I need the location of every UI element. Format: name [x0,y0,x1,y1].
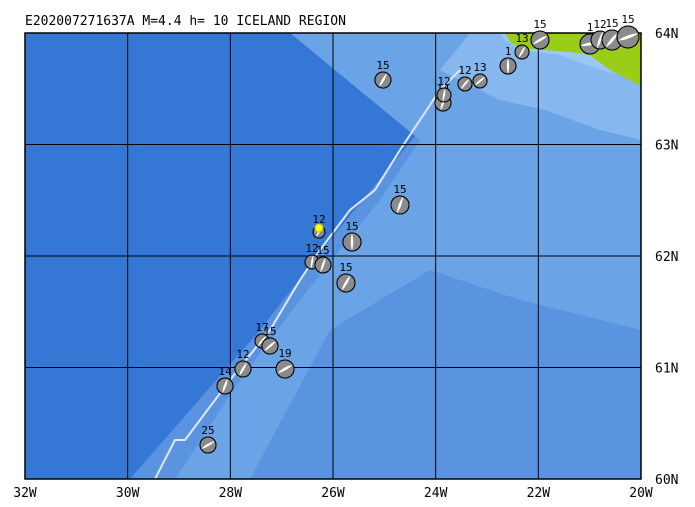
depth-label: 1 [505,45,512,58]
beachball-outline [199,436,217,454]
beachball-outline [616,25,640,49]
compression-quadrant [337,274,355,292]
compression-quadrant [515,45,529,59]
depth-label: 1 [587,21,594,34]
compression-quadrant [437,88,451,102]
lon-label: 26W [321,486,345,501]
depth-label: 17 [255,321,268,334]
focal-mechanism [275,359,295,379]
beachball-outline [457,76,473,92]
compression-quadrant [343,233,361,251]
map-body [25,33,641,479]
lon-label: 28W [219,486,243,501]
depth-label: 14 [218,365,232,378]
depth-label: 15 [345,220,358,233]
focal-mechanism [336,273,356,293]
focal-mechanism [514,44,530,60]
depth-label: 12 [593,18,606,31]
compression-quadrant [458,77,472,91]
depth-label: 15 [533,18,546,31]
depth-label: 15 [263,325,276,338]
beachball-outline [499,57,517,75]
beachball-outline [234,360,252,378]
lat-label: 60N [655,473,678,488]
lon-label: 22W [527,486,551,501]
lon-label: 24W [424,486,448,501]
beachball-outline [216,377,234,395]
compression-quadrant [217,378,233,394]
lat-label: 62N [655,250,678,265]
beachball-outline [342,232,362,252]
focal-mechanism [457,76,473,92]
focal-mechanism [390,195,410,215]
beachball-outline [472,73,488,89]
beachball-outline [374,71,392,89]
epicenter [314,223,324,233]
focal-mechanism [342,232,362,252]
focal-mechanism [234,360,252,378]
compression-quadrant [315,257,331,273]
events: 1514121213113151121515151215121515171512… [199,13,640,454]
compression-quadrant [200,437,216,453]
compression-quadrant [473,74,487,88]
depth-label: 12 [312,213,325,226]
compression-quadrant [262,338,278,354]
focal-mechanism [199,436,217,454]
focal-mechanism [616,25,640,49]
depth-label: 12 [236,348,249,361]
depth-label: 15 [393,183,406,196]
focal-mechanism [374,71,392,89]
map-title: E202007271637A M=4.4 h= 10 ICELAND REGIO… [25,14,346,29]
beachball-outline [336,273,356,293]
beachball-outline [514,44,530,60]
beachball-outline [275,359,295,379]
compression-quadrant [531,31,549,49]
focal-mechanism [530,30,550,50]
compression-quadrant [500,58,516,74]
lat-label: 61N [655,362,678,377]
lon-label: 30W [116,486,140,501]
compression-quadrant [602,30,622,50]
compression-quadrant [617,26,639,48]
focal-mechanism [436,87,452,103]
depth-label: 15 [376,59,389,72]
ridge-axis [154,69,461,479]
lon-label: 20W [629,486,653,501]
depth-label: 15 [339,261,352,274]
depth-label: 12 [458,64,471,77]
focal-mechanism [314,256,332,274]
depth-label: 13 [515,32,528,45]
depth-label: 13 [473,61,486,74]
map-frame [24,32,642,480]
focal-mechanism [499,57,517,75]
lon-label: 32W [13,486,37,501]
focal-mechanism [261,337,279,355]
compression-quadrant [235,361,251,377]
compression-quadrant [276,360,294,378]
beachball-outline [530,30,550,50]
focal-mechanism [472,73,488,89]
graticule [25,33,641,479]
beachball-outline [436,87,452,103]
depth-label: 12 [437,75,450,88]
compression-quadrant [391,196,409,214]
compression-quadrant [375,72,391,88]
depth-label: 15 [605,17,618,30]
depth-label: 25 [201,424,214,437]
depth-label: 19 [278,347,291,360]
focal-mechanism [216,377,234,395]
depth-label: 15 [621,13,634,26]
depth-label: 15 [316,244,329,257]
beachball-outline [261,337,279,355]
lat-label: 63N [655,139,678,154]
depth-label: 12 [305,242,318,255]
beachball-outline [390,195,410,215]
lat-label: 64N [655,27,678,42]
beachball-outline [314,256,332,274]
